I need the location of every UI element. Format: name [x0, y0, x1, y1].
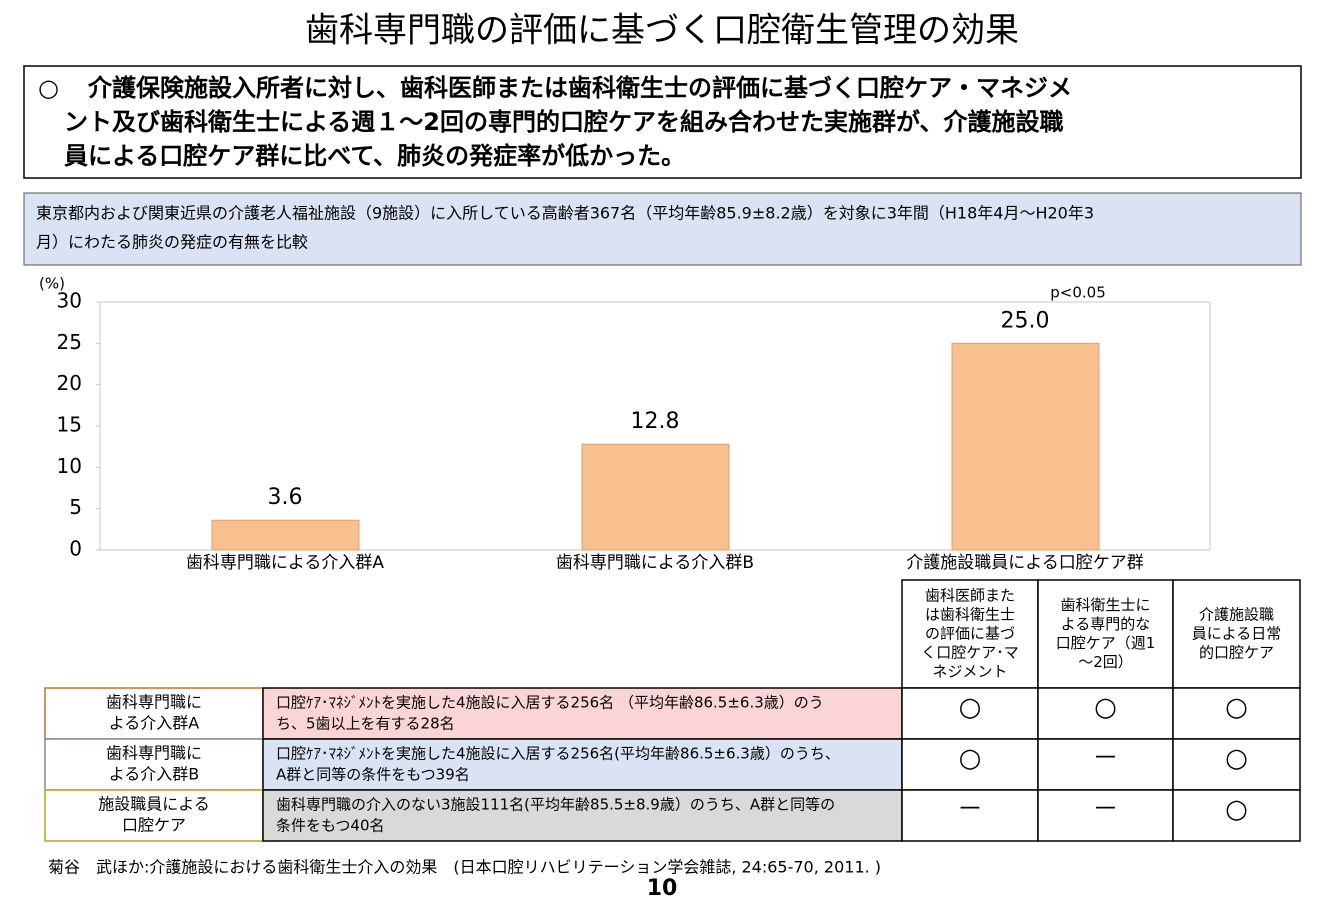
- y-tick-label: 30: [57, 289, 82, 313]
- description-text: 歯科専門職の介入のない3施設111名(平均年齢85.5±8.9歳）のうち、A群と…: [276, 796, 835, 814]
- summary-box: [23, 65, 1302, 179]
- description-text: ち、5歯以上を有する28名: [276, 715, 455, 733]
- mark-cell: [1037, 687, 1174, 740]
- header-text: 歯科衛生士に: [1060, 596, 1150, 614]
- header-text: 歯科医師また: [925, 587, 1015, 605]
- group-cell: [44, 789, 264, 842]
- bar: [211, 519, 360, 551]
- group-text: 口腔ケア: [122, 816, 186, 835]
- page-number: 10: [647, 876, 678, 901]
- header-text: く口腔ケア･マ: [921, 644, 1019, 662]
- annotation: p<0.05: [1050, 284, 1106, 302]
- bar: [581, 443, 730, 551]
- mark-cell: [1172, 789, 1301, 842]
- header-text: ～2回）: [1078, 653, 1133, 671]
- summary-line: 員による口腔ケア群に比べて、肺炎の発症率が低かった。: [63, 142, 685, 170]
- note-box: [23, 192, 1302, 266]
- slide-title: 歯科専門職の評価に基づく口腔衛生管理の効果: [305, 11, 1019, 51]
- note-line: 月）にわたる肺炎の発症の有無を比較: [36, 233, 308, 252]
- mark-text: ○: [1225, 693, 1248, 723]
- header-text: 的口腔ケア: [1199, 644, 1274, 662]
- y-tick-label: 5: [69, 495, 82, 519]
- group-text: 施設職員による: [98, 795, 210, 814]
- group-text: よる介入群B: [109, 765, 200, 784]
- header-text: の評価に基づ: [925, 625, 1015, 643]
- mark-cell: [1037, 789, 1174, 842]
- mark-text: －: [1092, 744, 1118, 774]
- mark-cell: [1037, 738, 1174, 791]
- bar: [951, 342, 1100, 551]
- header-text: よる専門的な: [1061, 615, 1151, 633]
- header-text: 員による日常: [1192, 625, 1282, 643]
- x-tick-label: 介護施設職員による口腔ケア群: [906, 553, 1144, 573]
- description-cell: [262, 738, 903, 791]
- note-line: 東京都内および関東近県の介護老人福祉施設（9施設）に入所している高齢者367名（…: [36, 204, 1094, 223]
- mark-cell: [1172, 687, 1301, 740]
- description-text: 口腔ｹｱ･ﾏﾈｼﾞﾒﾝﾄを実施した4施設に入居する256名 （平均年齢86.5±…: [276, 694, 824, 712]
- mark-text: ○: [1225, 795, 1248, 825]
- mark-cell: [1172, 738, 1301, 791]
- summary-line: ント及び歯科衛生士による週１～2回の専門的口腔ケアを組み合わせた実施群が、介護施…: [64, 108, 1064, 136]
- header-text: ネジメント: [932, 663, 1007, 681]
- mark-text: －: [957, 795, 983, 825]
- description-cell: [262, 687, 903, 740]
- mark-cell: [901, 789, 1039, 842]
- mark-text: ○: [1094, 693, 1117, 723]
- y-tick-label: 20: [57, 371, 82, 395]
- x-tick-label: 歯科専門職による介入群A: [186, 553, 384, 573]
- y-tick-label: 0: [69, 537, 82, 561]
- citation: 菊谷 武ほか:介護施設における歯科衛生士介入の効果 (日本口腔リハビリテーション…: [48, 858, 881, 877]
- header-text: 口腔ケア（週1: [1056, 634, 1156, 652]
- description-text: A群と同等の条件をもつ39名: [276, 766, 470, 784]
- mark-text: ○: [1225, 744, 1248, 774]
- header-cell: [1037, 579, 1174, 689]
- description-text: 口腔ｹｱ･ﾏﾈｼﾞﾒﾝﾄを実施した4施設に入居する256名(平均年齢86.5±6…: [276, 745, 840, 763]
- header-cell: [1172, 579, 1301, 689]
- group-cell: [44, 687, 264, 740]
- mark-text: ○: [959, 693, 982, 723]
- y-tick-label: 10: [57, 454, 82, 478]
- y-axis-label: (%): [39, 275, 65, 293]
- summary-line: 介護保険施設入所者に対し、歯科医師または歯科衛生士の評価に基づく口腔ケア・マネジ…: [87, 74, 1072, 102]
- y-tick-label: 15: [57, 413, 82, 437]
- description-text: 条件をもつ40名: [276, 817, 385, 835]
- x-tick-label: 歯科専門職による介入群B: [556, 553, 754, 573]
- header-text: は歯科衛生士: [925, 606, 1015, 624]
- header-text: 介護施設職: [1199, 606, 1274, 624]
- description-cell: [262, 789, 903, 842]
- value-label: 12.8: [631, 409, 680, 434]
- mark-text: －: [1092, 795, 1118, 825]
- group-text: 歯科専門職に: [106, 693, 202, 712]
- value-label: 25.0: [1001, 308, 1050, 333]
- value-label: 3.6: [268, 485, 303, 510]
- summary-bullet: ○: [38, 74, 59, 102]
- group-text: 歯科専門職に: [106, 744, 202, 763]
- y-tick-label: 25: [57, 330, 82, 354]
- mark-cell: [901, 738, 1039, 791]
- group-text: よる介入群A: [109, 714, 200, 733]
- mark-text: ○: [959, 744, 982, 774]
